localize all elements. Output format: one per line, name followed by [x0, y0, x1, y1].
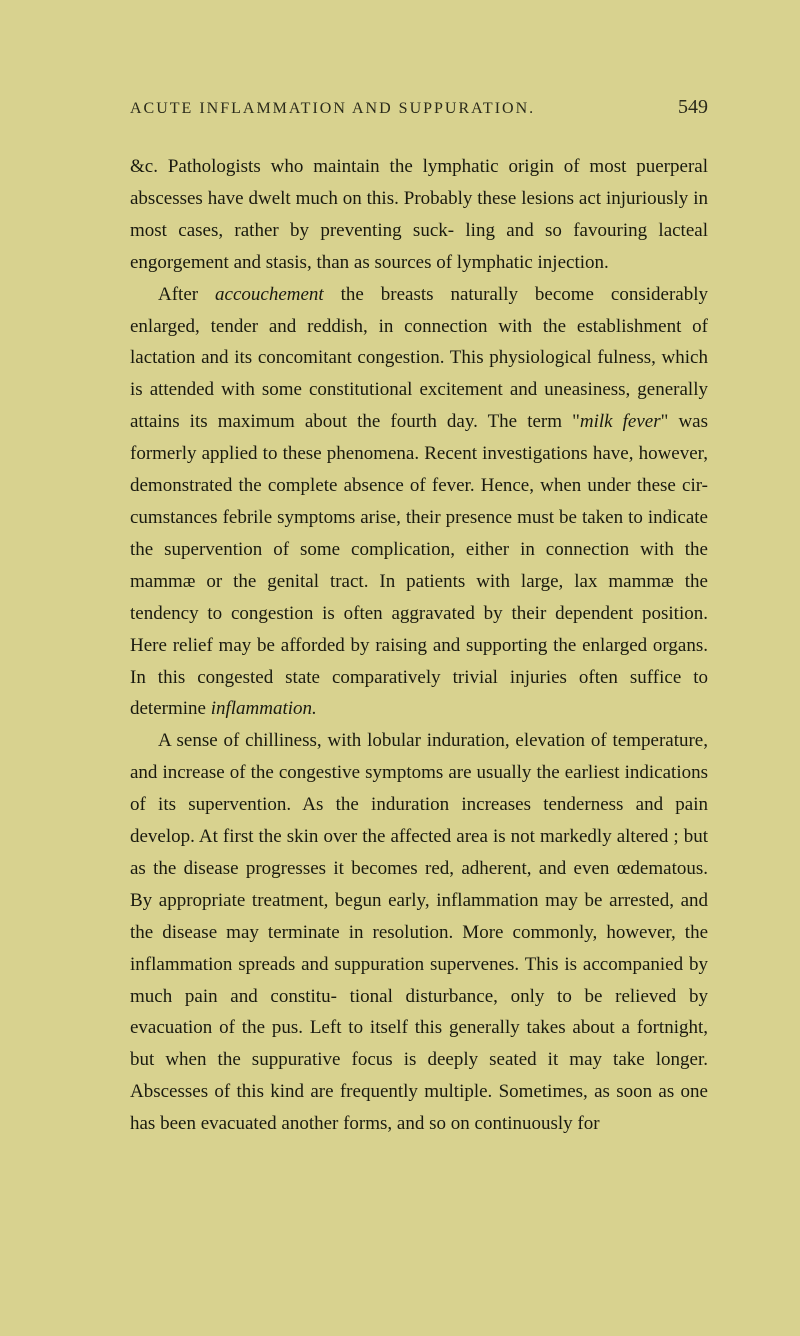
paragraph-2-text-1: After [158, 284, 215, 305]
italic-inflammation: inflammation. [211, 698, 317, 719]
paragraph-1-text: &c. Pathologists who maintain the lympha… [130, 156, 708, 273]
paragraph-2: After accouchement the breasts naturally… [130, 279, 708, 726]
paragraph-2-text-3: " was formerly applied to these phenomen… [130, 411, 708, 719]
italic-milk-fever: milk fever [580, 411, 661, 432]
paragraph-3-text: A sense of chilliness, with lobular indu… [130, 730, 708, 1134]
document-page: ACUTE INFLAMMATION AND SUPPURATION. 549 … [0, 0, 800, 1336]
italic-accouchement: accouchement [215, 284, 324, 305]
paragraph-1: &c. Pathologists who maintain the lympha… [130, 151, 708, 279]
page-header: ACUTE INFLAMMATION AND SUPPURATION. 549 [130, 96, 708, 119]
body-text: &c. Pathologists who maintain the lympha… [130, 151, 708, 1140]
header-title: ACUTE INFLAMMATION AND SUPPURATION. [130, 100, 535, 118]
page-number: 549 [678, 96, 708, 119]
paragraph-2-text-2: the breasts naturally become considerabl… [130, 284, 708, 433]
paragraph-3: A sense of chilliness, with lobular indu… [130, 725, 708, 1140]
